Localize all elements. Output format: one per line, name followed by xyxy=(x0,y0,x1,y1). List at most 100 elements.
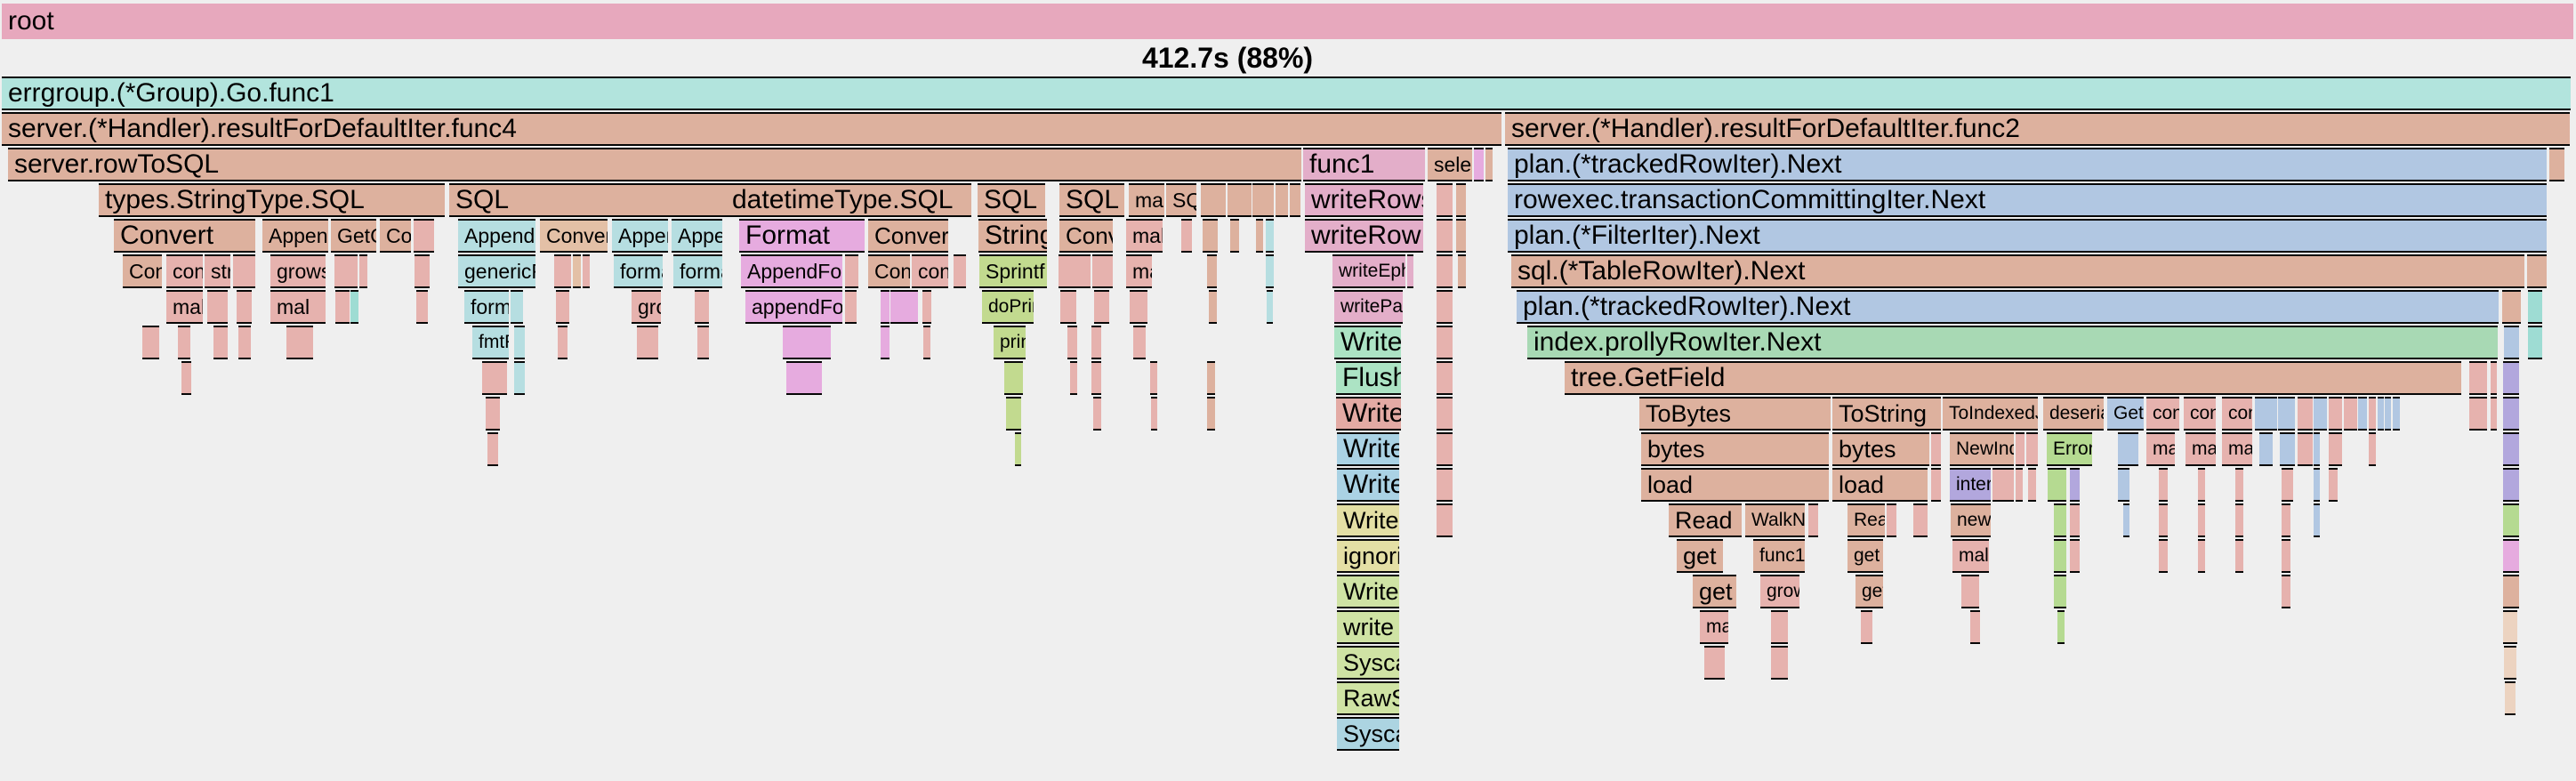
flame-bar-fmtf[interactable]: fmtF xyxy=(472,326,509,359)
flame-bar[interactable] xyxy=(334,254,358,288)
flame-bar-writerow[interactable]: writeRow xyxy=(1305,219,1423,253)
flame-bar[interactable] xyxy=(1437,290,1453,324)
flame-bar[interactable] xyxy=(2159,539,2168,573)
flame-bar[interactable] xyxy=(2123,503,2129,537)
flame-bar-load[interactable]: load xyxy=(1832,468,1928,502)
flame-bar[interactable] xyxy=(2491,397,2497,431)
flame-bar-func1[interactable]: func1 xyxy=(1303,148,1425,181)
flame-bar[interactable] xyxy=(178,326,190,359)
flame-bar[interactable] xyxy=(1266,254,1274,288)
flame-bar-bytes[interactable]: bytes xyxy=(1832,432,1929,466)
flame-bar[interactable] xyxy=(1091,326,1101,359)
flame-bar[interactable] xyxy=(2329,432,2342,466)
flame-bar[interactable] xyxy=(2255,397,2277,431)
flame-bar-string[interactable]: String xyxy=(978,219,1047,253)
flame-bar[interactable] xyxy=(1207,254,1217,288)
flame-bar[interactable] xyxy=(637,326,658,359)
flame-bar[interactable] xyxy=(1290,183,1300,217)
flame-bar[interactable] xyxy=(2378,397,2384,431)
flame-bar[interactable] xyxy=(1228,183,1252,217)
flame-bar[interactable] xyxy=(2278,397,2295,431)
flame-bar[interactable] xyxy=(1474,148,1484,181)
flame-bar[interactable] xyxy=(2057,610,2065,644)
flame-bar-deseria[interactable]: deseria xyxy=(2043,397,2104,431)
flame-bar[interactable] xyxy=(786,361,822,395)
flame-bar[interactable] xyxy=(1970,610,1980,644)
flame-bar[interactable] xyxy=(1931,432,1941,466)
flame-bar[interactable] xyxy=(2280,432,2295,466)
flame-bar[interactable] xyxy=(583,254,590,288)
flame-bar[interactable] xyxy=(890,290,918,324)
flame-bar[interactable] xyxy=(1931,468,1941,502)
flame-bar[interactable] xyxy=(1861,610,1872,644)
flame-bar[interactable] xyxy=(2503,610,2517,644)
flame-bar[interactable] xyxy=(558,326,568,359)
flame-bar[interactable] xyxy=(414,219,434,253)
flame-bar-write[interactable]: write xyxy=(1337,610,1399,644)
flame-bar[interactable] xyxy=(2070,468,2080,502)
flame-bar-sql-tablerowiter-next[interactable]: sql.(*TableRowIter).Next xyxy=(1511,254,2524,288)
flame-bar[interactable] xyxy=(1230,219,1239,253)
flame-bar[interactable] xyxy=(1276,183,1288,217)
flame-bar[interactable] xyxy=(881,326,890,359)
flame-bar-sql[interactable]: SQL xyxy=(978,183,1045,217)
flame-bar[interactable] xyxy=(1209,290,1217,324)
flame-bar[interactable] xyxy=(2504,646,2516,680)
flame-bar-cor[interactable]: Cor xyxy=(380,219,411,253)
flame-bar[interactable] xyxy=(1252,183,1274,217)
flame-bar[interactable] xyxy=(2385,397,2391,431)
flame-bar[interactable] xyxy=(514,326,525,359)
flame-bar-appe[interactable]: Appe xyxy=(672,219,722,253)
flame-bar[interactable] xyxy=(2198,503,2205,537)
flame-bar-mak[interactable]: mak xyxy=(1129,183,1164,217)
flame-bar-read[interactable]: Read xyxy=(1669,503,1742,537)
flame-bar-get[interactable]: get xyxy=(1693,575,1736,608)
flame-bar[interactable] xyxy=(2235,503,2243,537)
flame-bar[interactable] xyxy=(2028,468,2036,502)
flame-bar[interactable] xyxy=(2070,539,2080,573)
flame-bar[interactable] xyxy=(2358,397,2367,431)
flame-bar[interactable] xyxy=(2235,468,2243,502)
flame-bar[interactable] xyxy=(487,432,498,466)
flame-bar[interactable] xyxy=(1992,468,2014,502)
flame-bar-conv[interactable]: conv xyxy=(166,254,203,288)
flame-bar[interactable] xyxy=(2469,361,2487,395)
flame-bar-append[interactable]: Append xyxy=(262,219,328,253)
flame-bar[interactable] xyxy=(2054,503,2066,537)
flame-bar-grow[interactable]: grow xyxy=(1760,575,1799,608)
flame-bar-sql[interactable]: SQL xyxy=(1059,183,1124,217)
flame-bar-rea[interactable]: Rea xyxy=(1847,503,1885,537)
flame-bar-datetimetype-sql[interactable]: datetimeType.SQL xyxy=(726,183,971,217)
flame-bar[interactable] xyxy=(1456,219,1466,253)
flame-bar[interactable] xyxy=(237,290,252,324)
flame-bar[interactable] xyxy=(954,254,966,288)
flame-bar[interactable] xyxy=(2159,468,2168,502)
flame-bar[interactable] xyxy=(1133,326,1146,359)
flame-bar[interactable] xyxy=(1458,254,1466,288)
flame-bar[interactable] xyxy=(1201,183,1226,217)
flame-bar[interactable] xyxy=(556,290,569,324)
flame-bar[interactable] xyxy=(1207,397,1215,431)
flame-bar[interactable] xyxy=(2344,397,2357,431)
flame-bar-server-rowtosql[interactable]: server.rowToSQL xyxy=(8,148,1301,181)
flame-bar[interactable] xyxy=(1267,290,1273,324)
flame-bar-ma[interactable]: ma xyxy=(1700,610,1728,644)
flame-bar[interactable] xyxy=(1015,432,1021,466)
flame-bar-write[interactable]: Write xyxy=(1336,397,1401,431)
flame-bar[interactable] xyxy=(1181,219,1192,253)
flame-bar[interactable] xyxy=(923,326,930,359)
flame-bar[interactable] xyxy=(2369,432,2376,466)
flame-bar[interactable] xyxy=(2054,539,2066,573)
flame-bar[interactable] xyxy=(2016,468,2023,502)
flame-bar-plan-trackedrowiter-next[interactable]: plan.(*trackedRowIter).Next xyxy=(1517,290,2499,324)
flame-bar[interactable] xyxy=(1437,397,1453,431)
flame-bar[interactable] xyxy=(1437,326,1453,359)
flame-bar[interactable] xyxy=(2054,575,2066,608)
flame-bar-walkn[interactable]: WalkN xyxy=(1745,503,1805,537)
flame-bar-con[interactable]: con xyxy=(2222,397,2252,431)
flame-bar[interactable] xyxy=(783,326,831,359)
flame-bar-toindexedj[interactable]: ToIndexedJ xyxy=(1943,397,2038,431)
flame-bar-forma[interactable]: forma xyxy=(673,254,722,288)
flame-bar[interactable] xyxy=(1091,361,1101,395)
flame-bar[interactable] xyxy=(2502,290,2521,324)
